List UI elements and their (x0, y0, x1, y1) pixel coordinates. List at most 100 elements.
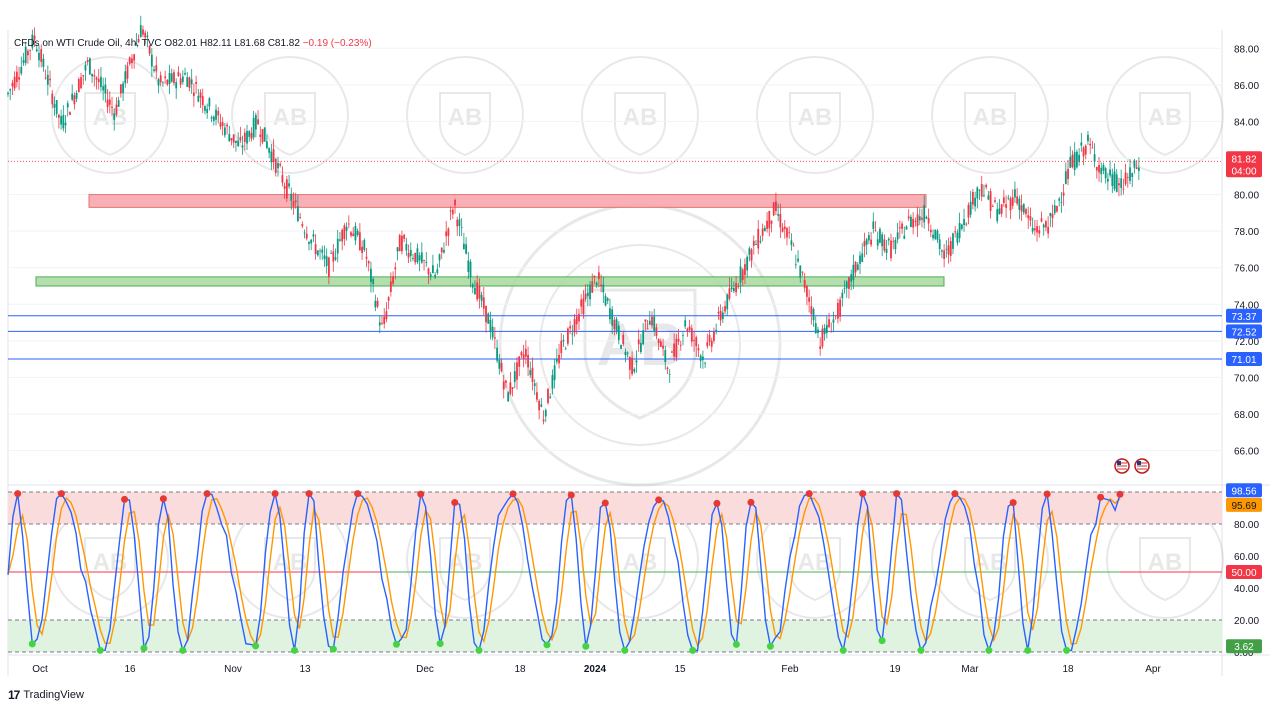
candle[interactable] (226, 122, 228, 135)
candle[interactable] (794, 254, 797, 269)
candle[interactable] (748, 246, 751, 262)
candle[interactable] (956, 229, 959, 246)
candle[interactable] (162, 81, 164, 87)
candle[interactable] (485, 305, 487, 333)
candle[interactable] (1007, 194, 1010, 201)
candle[interactable] (522, 344, 525, 368)
candle[interactable] (496, 339, 498, 364)
candle[interactable] (95, 76, 98, 90)
candle[interactable] (775, 192, 777, 216)
candle[interactable] (493, 327, 496, 350)
candle[interactable] (1091, 140, 1094, 149)
candle[interactable] (177, 66, 180, 77)
candle[interactable] (578, 308, 580, 330)
candle[interactable] (1111, 168, 1114, 194)
candle[interactable] (604, 293, 607, 307)
candle[interactable] (1040, 211, 1043, 223)
candle[interactable] (199, 89, 202, 108)
candle[interactable] (294, 192, 297, 209)
candle[interactable] (142, 25, 144, 38)
candle[interactable] (511, 387, 514, 397)
candle[interactable] (910, 214, 912, 228)
candle[interactable] (1002, 189, 1005, 207)
candle[interactable] (398, 233, 401, 252)
overbought-signal-dot[interactable] (417, 490, 425, 498)
candle[interactable] (958, 212, 961, 243)
candle[interactable] (489, 311, 492, 340)
candle[interactable] (246, 124, 248, 151)
candle[interactable] (943, 244, 946, 268)
candle[interactable] (998, 199, 1001, 215)
candle[interactable] (339, 231, 341, 242)
candle[interactable] (57, 113, 60, 129)
overbought-signal-dot[interactable] (805, 490, 813, 498)
candle[interactable] (491, 318, 494, 341)
candle[interactable] (168, 64, 171, 95)
candle[interactable] (520, 350, 523, 358)
candle[interactable] (434, 272, 437, 280)
candle[interactable] (633, 367, 636, 374)
overbought-signal-dot[interactable] (451, 499, 459, 507)
candle[interactable] (540, 397, 543, 408)
candle[interactable] (358, 223, 361, 251)
candle[interactable] (1078, 148, 1081, 166)
candle[interactable] (721, 306, 724, 324)
candle[interactable] (219, 113, 222, 130)
candle[interactable] (257, 110, 259, 126)
candle[interactable] (617, 321, 620, 345)
candle[interactable] (281, 166, 284, 187)
candle[interactable] (51, 90, 54, 109)
candle[interactable] (1031, 217, 1034, 235)
candle[interactable] (301, 221, 304, 229)
candle[interactable] (332, 244, 335, 272)
candle[interactable] (108, 91, 111, 114)
candle[interactable] (55, 99, 58, 118)
candle[interactable] (516, 357, 518, 390)
candle[interactable] (467, 251, 470, 279)
candle[interactable] (925, 215, 928, 220)
candle[interactable] (49, 70, 51, 88)
candle[interactable] (279, 161, 282, 168)
candle[interactable] (806, 284, 808, 306)
candle[interactable] (969, 190, 972, 218)
candle[interactable] (551, 369, 554, 395)
candle[interactable] (420, 242, 423, 264)
candle[interactable] (602, 276, 605, 304)
candle[interactable] (971, 188, 974, 210)
candle[interactable] (1126, 172, 1129, 188)
candle[interactable] (538, 398, 541, 420)
candle[interactable] (839, 296, 842, 322)
candle[interactable] (949, 236, 952, 262)
candle[interactable] (1102, 162, 1105, 175)
candle[interactable] (175, 78, 178, 99)
candle[interactable] (597, 265, 600, 288)
candle[interactable] (201, 88, 204, 113)
candle[interactable] (715, 323, 718, 335)
candle[interactable] (113, 108, 116, 131)
candle[interactable] (845, 280, 848, 298)
candle[interactable] (772, 201, 775, 217)
candle[interactable] (746, 255, 749, 278)
candle[interactable] (732, 281, 735, 294)
candle[interactable] (272, 139, 275, 170)
candle[interactable] (498, 354, 501, 375)
candle[interactable] (471, 282, 474, 294)
candle[interactable] (768, 210, 771, 237)
oversold-signal-dot[interactable] (96, 646, 104, 654)
candle[interactable] (33, 27, 36, 47)
candle[interactable] (179, 73, 182, 88)
candle[interactable] (954, 226, 957, 238)
candle[interactable] (354, 222, 357, 245)
candle[interactable] (996, 202, 999, 224)
candle[interactable] (757, 220, 760, 255)
candle[interactable] (259, 126, 262, 147)
candle[interactable] (407, 244, 410, 264)
candle[interactable] (75, 90, 78, 103)
candle[interactable] (350, 231, 352, 238)
candle[interactable] (907, 209, 910, 222)
candle[interactable] (637, 329, 640, 352)
candle[interactable] (166, 79, 169, 87)
candle[interactable] (35, 44, 38, 53)
candle[interactable] (221, 117, 224, 136)
candle[interactable] (239, 126, 242, 143)
